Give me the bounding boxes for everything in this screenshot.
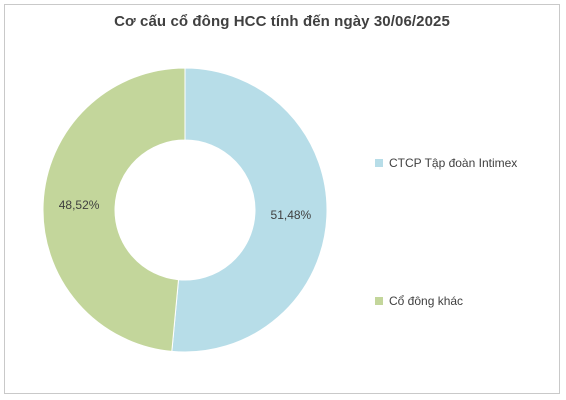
legend-label-others: Cổ đông khác [389, 294, 464, 308]
legend-item-others: Cổ đông khác [375, 294, 463, 308]
legend-label-intimex: CTCP Tập đoàn Intimex [389, 156, 518, 170]
slice-others [42, 67, 186, 352]
slice-label-others: 48,52% [59, 198, 100, 212]
slice-intimex [171, 67, 328, 353]
donut-chart: 51,48% 48,52% [42, 67, 328, 353]
slice-label-intimex: 51,48% [271, 208, 312, 222]
chart-title: Cơ cấu cổ đông HCC tính đến ngày 30/06/2… [114, 13, 450, 30]
legend-swatch-others [375, 297, 383, 305]
legend-swatch-intimex [375, 159, 383, 167]
legend-item-intimex: CTCP Tập đoàn Intimex [375, 156, 517, 170]
chart-frame: Cơ cấu cổ đông HCC tính đến ngày 30/06/2… [4, 4, 560, 394]
